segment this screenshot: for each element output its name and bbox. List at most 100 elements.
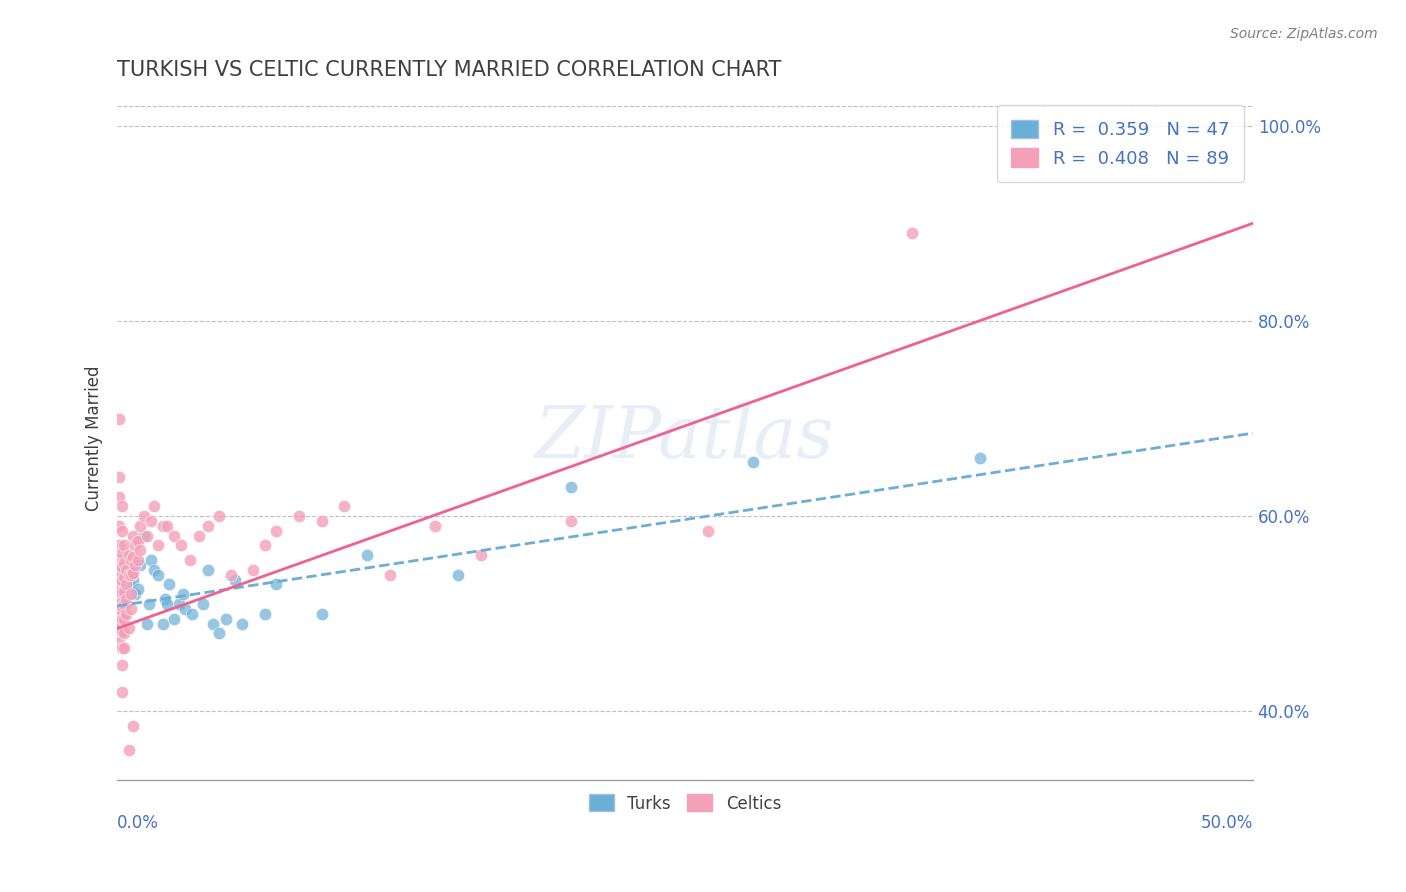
Point (112, 597, 135, 611)
Point (135, 616, 157, 631)
Point (696, 524, 718, 538)
Point (142, 563, 165, 577)
Point (117, 567, 139, 582)
Point (112, 626, 135, 640)
Point (141, 553, 163, 567)
Point (108, 519, 131, 533)
Point (111, 573, 134, 587)
Point (153, 592, 176, 607)
Point (111, 685, 134, 699)
Text: TURKISH VS CELTIC CURRENTLY MARRIED CORRELATION CHART: TURKISH VS CELTIC CURRENTLY MARRIED CORR… (117, 60, 782, 79)
Point (124, 558, 146, 572)
Point (146, 538, 169, 552)
Point (253, 538, 276, 552)
Point (129, 519, 152, 533)
Point (112, 612, 135, 626)
Point (311, 514, 333, 528)
Point (108, 591, 131, 606)
Point (152, 616, 174, 631)
Point (134, 509, 156, 524)
Text: Source: ZipAtlas.com: Source: ZipAtlas.com (1230, 27, 1378, 41)
Point (120, 563, 142, 577)
Point (127, 553, 149, 567)
Point (167, 597, 190, 611)
Point (215, 612, 238, 626)
Point (120, 602, 142, 616)
Point (333, 500, 356, 514)
Point (108, 585, 131, 599)
Point (231, 616, 253, 631)
Point (146, 567, 169, 582)
Point (108, 566, 131, 581)
Point (163, 612, 186, 626)
Point (208, 509, 231, 524)
Point (111, 546, 134, 560)
Point (425, 519, 447, 533)
Point (108, 626, 131, 640)
Point (224, 573, 246, 587)
Point (127, 582, 149, 597)
Point (122, 529, 145, 543)
Point (111, 524, 134, 538)
Point (117, 743, 139, 757)
Point (111, 612, 134, 626)
Point (470, 548, 492, 562)
Point (159, 577, 181, 591)
Point (108, 470, 131, 484)
Point (122, 719, 145, 733)
Point (115, 569, 138, 583)
Point (108, 560, 131, 574)
Point (135, 529, 157, 543)
Point (179, 553, 201, 567)
Point (117, 566, 139, 580)
Point (201, 616, 224, 631)
Point (111, 566, 134, 581)
Point (115, 592, 138, 607)
Point (129, 558, 152, 572)
Point (122, 566, 145, 580)
Point (901, 226, 924, 240)
Point (969, 450, 991, 465)
Point (219, 567, 242, 582)
Point (264, 524, 287, 538)
Point (288, 509, 311, 524)
Point (120, 587, 142, 601)
Point (138, 597, 160, 611)
Point (142, 500, 165, 514)
Point (127, 533, 149, 548)
Point (188, 529, 211, 543)
Point (174, 602, 197, 616)
Text: 50.0%: 50.0% (1201, 814, 1253, 832)
Point (156, 597, 179, 611)
Point (111, 640, 134, 655)
Point (253, 607, 276, 621)
Point (108, 490, 131, 504)
Point (242, 563, 264, 577)
Point (111, 599, 134, 613)
Point (108, 566, 131, 580)
Point (231, 782, 253, 797)
Point (115, 563, 138, 577)
Point (111, 500, 134, 514)
Point (108, 571, 131, 585)
Point (120, 553, 142, 567)
Point (112, 538, 135, 552)
Point (108, 411, 131, 425)
Point (112, 569, 135, 583)
Point (111, 571, 134, 585)
Point (115, 577, 138, 591)
Point (208, 626, 231, 640)
Point (108, 553, 131, 567)
Point (108, 603, 131, 617)
Point (311, 607, 333, 621)
Point (115, 607, 138, 621)
Point (152, 519, 174, 533)
Point (112, 566, 135, 581)
Point (742, 455, 765, 469)
Point (193, 597, 215, 611)
Point (117, 577, 139, 591)
Legend: Turks, Celtics: Turks, Celtics (582, 788, 787, 819)
Point (108, 597, 131, 611)
Point (156, 519, 179, 533)
Point (115, 597, 138, 611)
